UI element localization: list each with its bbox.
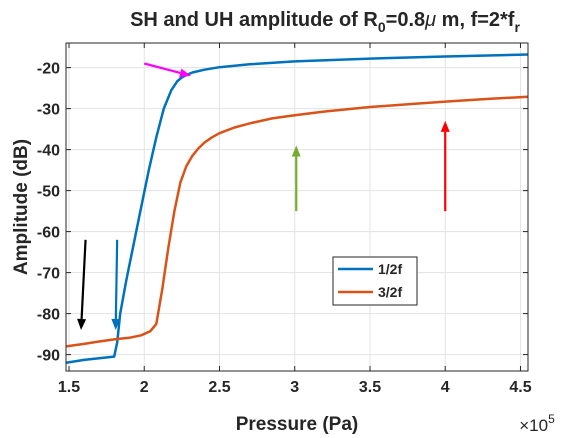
y-tick-label: -40 [37,143,60,160]
y-axis-label: Amplitude (dB) [11,139,32,275]
y-tick-label: -30 [37,102,60,119]
x-axis-label: Pressure (Pa) [236,414,359,435]
arrow-shaft [114,239,119,320]
arrow-head [111,318,121,330]
arrow-head [179,68,191,78]
y-tick-label: -90 [37,348,60,365]
x-tick-label: 4 [441,379,450,396]
series-line-3-2f [66,95,528,348]
x-tick-label: 1.5 [58,379,80,396]
annotation-arrow [111,239,121,330]
annotation-arrow [143,62,191,78]
arrow-shaft [80,239,87,320]
series-layer [66,53,528,365]
y-tick-label: -60 [37,225,60,242]
axes-box [65,42,529,372]
arrow-head [77,318,87,330]
legend-label-3-2f: 3/2f [378,284,402,300]
grid [66,43,528,371]
annotation-arrow [440,120,450,212]
legend-box [332,256,418,306]
x-tick-label: 3.5 [359,379,381,396]
x-axis-ticks: 1.5 2 2.5 3 3.5 4 4.5 [58,43,532,396]
arrow-shaft [143,62,181,75]
arrow-head [291,145,301,157]
y-axis-ticks: -90 -80 -70 -60 -50 -40 -30 -20 [37,61,528,365]
y-tick-label: -20 [37,61,60,78]
series-line-1-2f [66,53,528,365]
x-tick-label: 4.5 [509,379,531,396]
legend-label-1-2f: 1/2f [378,261,402,277]
y-tick-label: -80 [37,307,60,324]
x-tick-label: 3 [290,379,299,396]
annotation-arrow [291,145,301,212]
y-tick-label: -70 [37,266,60,283]
legend: 1/2f 3/2f [332,256,418,306]
arrow-head [440,120,450,132]
x-tick-label: 2 [140,379,149,396]
annotation-arrow [77,239,87,330]
y-tick-label: -50 [37,184,60,201]
annotation-arrows [77,62,450,330]
chart-title: SH and UH amplitude of R0=0.8μ m, f=2*fr [130,9,520,35]
x-axis-multiplier: ×105 [519,412,555,435]
x-tick-label: 2.5 [208,379,230,396]
